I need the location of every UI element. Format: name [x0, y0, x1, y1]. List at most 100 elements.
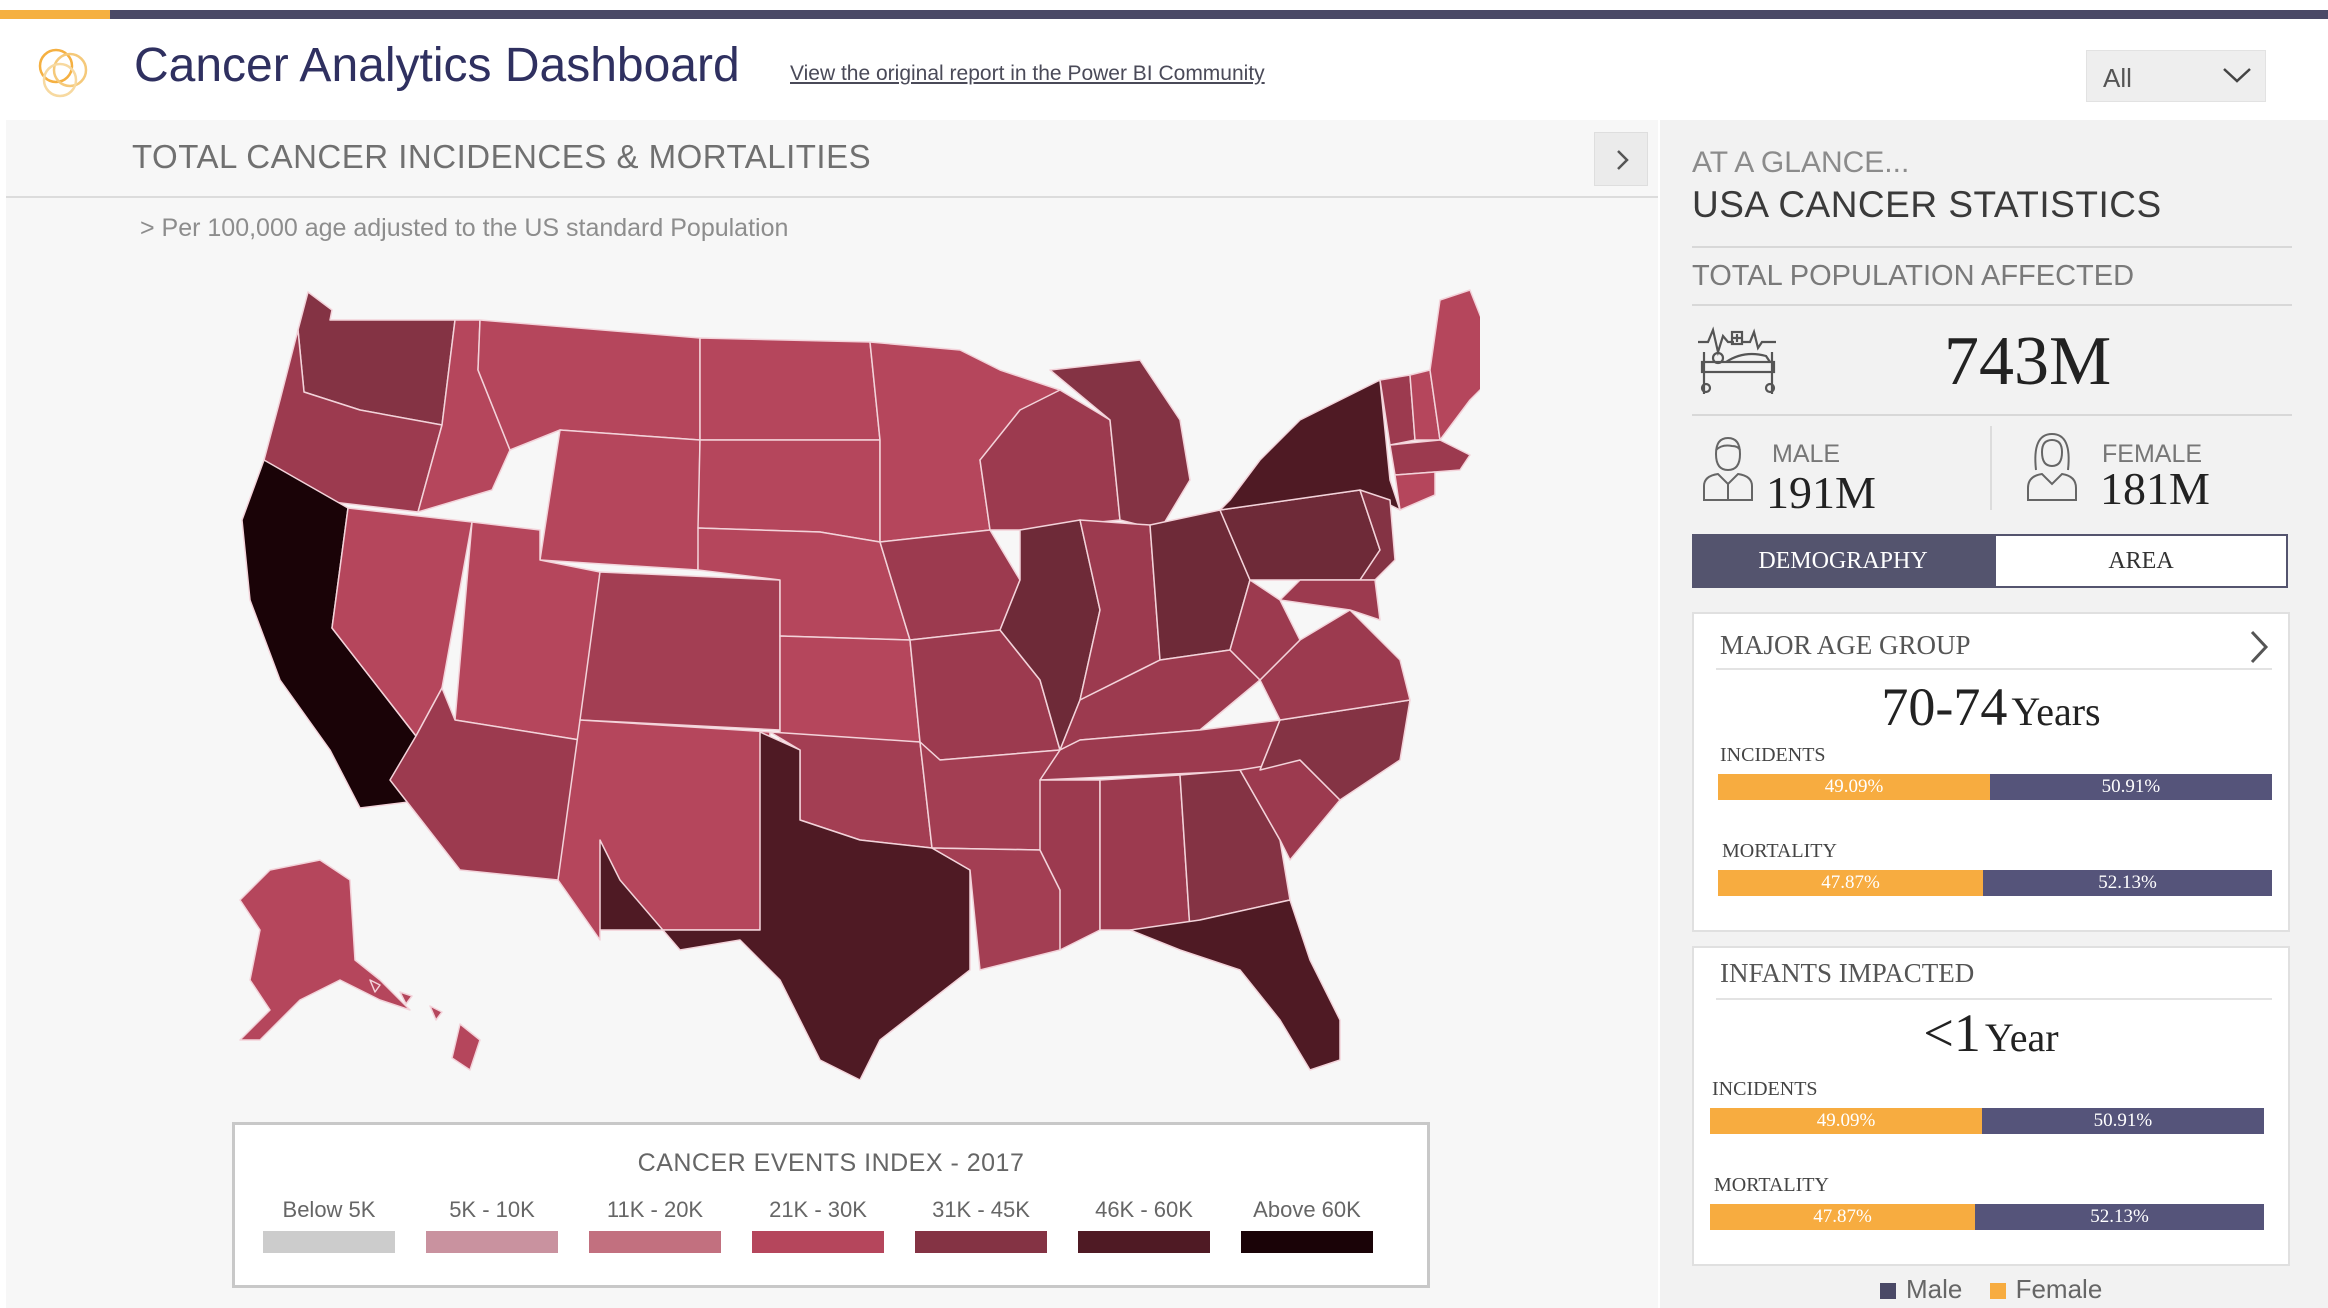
infants-unit: Year: [1984, 1015, 2059, 1060]
state-maryland: [1279, 579, 1381, 621]
incidents-bar: 49.09% 50.91%: [1718, 774, 2272, 800]
stats-divider: [1692, 246, 2292, 248]
legend-item: 31K - 45K: [911, 1197, 1051, 1253]
population-divider: [1692, 304, 2292, 306]
top-accent-bar: [0, 10, 2328, 19]
mortality-bar: 47.87% 52.13%: [1718, 870, 2272, 896]
incidents-label: INCIDENTS: [1720, 744, 1826, 766]
male-incidents-segment: 50.91%: [1981, 1108, 2264, 1134]
state-alaska: [239, 859, 411, 1041]
legend-item-label: 11K - 20K: [606, 1197, 704, 1222]
male-value: 191M: [1766, 467, 1876, 518]
header: [0, 20, 2328, 120]
app-title: Cancer Analytics Dashboard: [134, 39, 740, 92]
state-florida: [1129, 899, 1341, 1071]
map-section-title: TOTAL CANCER INCIDENCES & MORTALITIES: [132, 138, 872, 175]
female-mortality-segment: 47.87%: [1718, 870, 1984, 896]
filter-dropdown[interactable]: All: [2086, 50, 2266, 102]
stats-heading: USA CANCER STATISTICS: [1692, 184, 2162, 225]
incidents-bar: 49.09% 50.91%: [1710, 1108, 2264, 1134]
usa-choropleth-map[interactable]: [180, 280, 1480, 1080]
incidents-label: INCIDENTS: [1712, 1078, 1818, 1100]
mortality-label: MORTALITY: [1722, 840, 1837, 862]
legend-item-label: 46K - 60K: [1095, 1197, 1193, 1222]
male-incidents-segment: 50.91%: [1989, 774, 2272, 800]
legend-item-label: 5K - 10K: [449, 1197, 535, 1222]
legend-item-label: Above 60K: [1253, 1197, 1361, 1222]
hospital-bed-icon: [1698, 326, 1776, 394]
mortality-bar: 47.87% 52.13%: [1710, 1204, 2264, 1230]
chevron-right-icon[interactable]: [2244, 626, 2274, 668]
state-west-virginia: [1229, 579, 1301, 681]
male-label: MALE: [1772, 440, 1841, 468]
male-mortality-segment: 52.13%: [1983, 870, 2272, 896]
legend-item-label: 21K - 30K: [769, 1197, 867, 1222]
gender-legend: Male Female: [1880, 1274, 2122, 1305]
legend-male: Male: [1880, 1274, 1962, 1305]
legend-swatch: [426, 1231, 558, 1253]
state-new-mexico: [557, 719, 771, 941]
state-hawaii: [369, 979, 481, 1071]
male-mortality-segment: 52.13%: [1975, 1204, 2264, 1230]
card-divider: [1716, 668, 2272, 670]
age-group-card: MAJOR AGE GROUP 70-74 Years INCIDENTS 49…: [1692, 612, 2290, 932]
legend-item-label: Below 5K: [282, 1197, 376, 1222]
state-texas: [599, 731, 971, 1080]
state-new-york: [1219, 379, 1401, 511]
logo-icon: [38, 48, 88, 98]
age-card-title: MAJOR AGE GROUP: [1720, 630, 1971, 660]
state-south-dakota: [697, 439, 881, 543]
infants-stat: <1 Year: [1694, 1002, 2288, 1064]
legend-swatch: [915, 1231, 1047, 1253]
infants-value: <1: [1923, 1003, 1981, 1063]
female-label: FEMALE: [2102, 440, 2203, 468]
legend-item: 11K - 20K: [585, 1197, 725, 1253]
legend-item-label: 31K - 45K: [932, 1197, 1030, 1222]
population-label: TOTAL POPULATION AFFECTED: [1692, 260, 2135, 292]
glance-heading: AT A GLANCE...: [1692, 146, 1910, 179]
male-user-icon: [1703, 436, 1753, 501]
card-divider: [1716, 998, 2272, 1000]
legend-item: Below 5K: [259, 1197, 399, 1253]
population-value: 743M: [1944, 323, 2112, 400]
infants-card-title: INFANTS IMPACTED: [1720, 958, 1975, 988]
state-colorado: [579, 571, 781, 731]
state-north-dakota: [699, 337, 881, 441]
female-mortality-segment: 47.87%: [1710, 1204, 1976, 1230]
age-group-unit: Years: [2011, 689, 2101, 734]
tab-demography[interactable]: DEMOGRAPHY: [1692, 534, 1994, 588]
section-divider: [6, 196, 1658, 198]
expand-panel-button[interactable]: [1594, 132, 1648, 186]
mortality-label: MORTALITY: [1714, 1174, 1829, 1196]
legend-female-label: Female: [2015, 1274, 2103, 1304]
power-bi-community-link[interactable]: View the original report in the Power BI…: [790, 62, 1265, 85]
age-group-value: 70-74: [1881, 677, 2008, 737]
map-legend: CANCER EVENTS INDEX - 2017 Below 5K 5K - …: [232, 1122, 1430, 1288]
infants-card: INFANTS IMPACTED <1 Year INCIDENTS 49.09…: [1692, 946, 2290, 1266]
state-alabama: [1099, 774, 1191, 931]
state-maine: [1429, 289, 1480, 441]
female-swatch: [1989, 1283, 2006, 1300]
chevron-right-icon: [1617, 150, 1629, 170]
legend-title: CANCER EVENTS INDEX - 2017: [637, 1149, 1025, 1177]
legend-item: 46K - 60K: [1074, 1197, 1214, 1253]
legend-swatch: [263, 1231, 395, 1253]
legend-item: 21K - 30K: [748, 1197, 888, 1253]
map-subtitle: > Per 100,000 age adjusted to the US sta…: [140, 214, 789, 242]
legend-swatch: [1241, 1231, 1373, 1253]
filter-selected-value: All: [2103, 63, 2132, 93]
female-incidents-segment: 49.09%: [1718, 774, 1990, 800]
top-accent-highlight: [0, 10, 110, 19]
state-kansas: [779, 635, 921, 743]
legend-item: Above 60K: [1237, 1197, 1377, 1253]
legend-female: Female: [1989, 1274, 2103, 1305]
legend-swatch: [1078, 1231, 1210, 1253]
chevron-down-icon: [2223, 68, 2251, 83]
tab-area[interactable]: AREA: [1994, 534, 2288, 588]
legend-item: 5K - 10K: [422, 1197, 562, 1253]
state-wyoming: [539, 429, 701, 571]
male-swatch: [1880, 1283, 1896, 1300]
gender-vertical-divider: [1990, 426, 1992, 510]
legend-male-label: Male: [1906, 1274, 1963, 1304]
legend-swatch: [589, 1231, 721, 1253]
